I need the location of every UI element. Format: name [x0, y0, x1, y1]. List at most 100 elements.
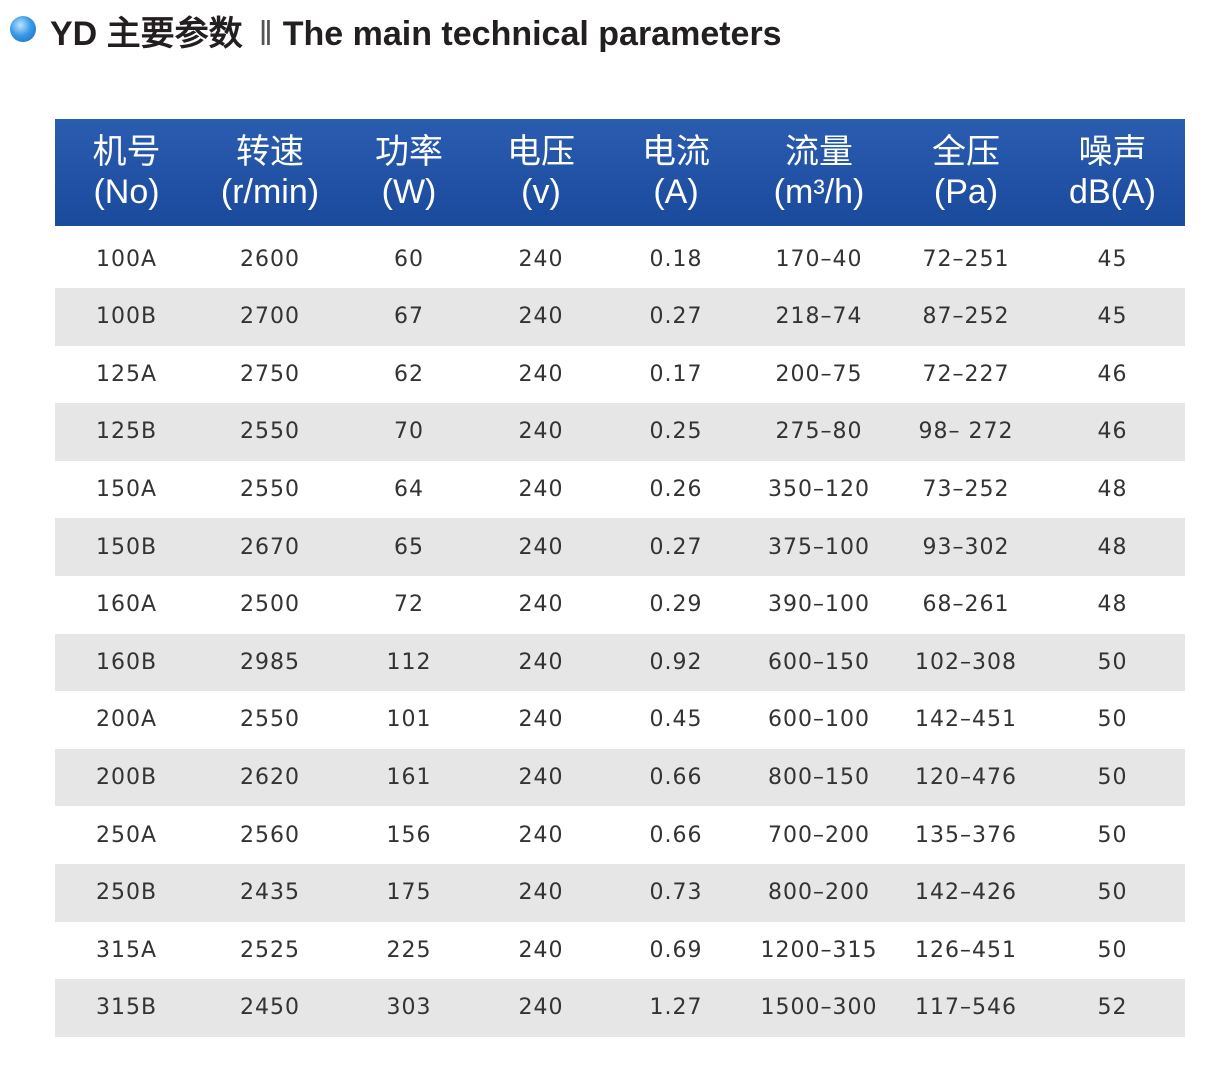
table-cell: 0.27: [649, 304, 703, 330]
column-header-en: (W): [381, 173, 437, 211]
table-cell: 700–200: [768, 822, 870, 848]
table-cell: 200B: [95, 765, 158, 791]
table-row: 125B 2550 70 240 0.25 275–80 98– 272 46: [55, 403, 1185, 461]
table-cell: 161: [386, 765, 432, 791]
table-cell: 350–120: [768, 477, 870, 503]
table-cell: 45: [1097, 304, 1128, 330]
table-cell: 2450: [240, 995, 300, 1021]
table-cell: 45: [1097, 246, 1128, 272]
table-row: 200B 2620 161 240 0.66 800–150 120–476 50: [55, 748, 1185, 807]
table-cell: 2700: [240, 304, 300, 330]
column-header: 噪声 dB(A): [1040, 119, 1185, 226]
table-cell: 0.25: [649, 419, 703, 445]
table-cell: 112: [386, 649, 432, 675]
table-cell: 48: [1097, 534, 1128, 560]
table-cell: 72–227: [922, 361, 1010, 387]
table-cell: 0.69: [649, 937, 703, 963]
table-cell: 150B: [95, 534, 158, 560]
table-cell: 142–426: [915, 880, 1017, 906]
table-cell: 48: [1097, 592, 1128, 618]
table-row: 250B 2435 175 240 0.73 800–200 142–426 50: [55, 864, 1185, 922]
table-cell: 303: [386, 995, 432, 1021]
table-row: 315B 2450 303 240 1.27 1500–300 117–546 52: [55, 979, 1185, 1037]
table-cell: 240: [518, 822, 564, 848]
column-header-en: (No): [93, 173, 160, 211]
column-header: 电流 (A): [606, 119, 746, 226]
table-cell: 170–40: [775, 246, 863, 272]
table-cell: 46: [1097, 361, 1128, 387]
title-en: The main technical parameters: [282, 15, 782, 53]
table-cell: 52: [1097, 995, 1128, 1021]
table-cell: 62: [394, 361, 424, 387]
table-cell: 0.66: [649, 765, 703, 791]
table-cell: 240: [518, 765, 564, 791]
table-cell: 225: [386, 937, 432, 963]
table-cell: 315A: [95, 937, 158, 963]
table-cell: 800–200: [768, 880, 870, 906]
column-header-en: (r/min): [220, 173, 320, 211]
table-cell: 240: [518, 419, 564, 445]
table-cell: 218–74: [775, 304, 863, 330]
table-cell: 125B: [95, 419, 158, 445]
table-cell: 60: [394, 246, 424, 272]
table-cell: 0.17: [649, 361, 703, 387]
table-cell: 72–251: [922, 246, 1010, 272]
table-cell: 101: [386, 707, 432, 733]
table-cell: 142–451: [915, 707, 1017, 733]
table-cell: 102–308: [915, 649, 1017, 675]
table-cell: 156: [386, 822, 432, 848]
column-header-zh: 流量: [785, 133, 853, 171]
table-cell: 2560: [240, 822, 300, 848]
table-row: 200A 2550 101 240 0.45 600–100 142–451 50: [55, 691, 1185, 749]
table-cell: 0.92: [649, 649, 703, 675]
table-cell: 2525: [240, 937, 300, 963]
table-cell: 200–75: [775, 361, 863, 387]
table-cell: 800–150: [768, 765, 870, 791]
table-cell: 2670: [240, 534, 300, 560]
table-cell: 64: [394, 477, 424, 503]
table-cell: 175: [386, 880, 432, 906]
table-cell: 240: [518, 880, 564, 906]
table-row: 125A 2750 62 240 0.17 200–75 72–227 46: [55, 346, 1185, 404]
table-row: 250A 2560 156 240 0.66 700–200 135–376 50: [55, 806, 1185, 864]
table-cell: 0.73: [649, 880, 703, 906]
column-header: 电压 (v): [476, 119, 606, 226]
column-header: 流量 (m³/h): [746, 119, 892, 226]
table-row: 160A 2500 72 240 0.29 390–100 68–261 48: [55, 576, 1185, 634]
table-cell: 2550: [240, 419, 300, 445]
table-cell: 93–302: [922, 534, 1010, 560]
table-row: 150A 2550 64 240 0.26 350–120 73–252 48: [55, 461, 1185, 519]
table-cell: 50: [1097, 937, 1128, 963]
table-cell: 73–252: [922, 477, 1010, 503]
table-row: 315A 2525 225 240 0.69 1200–315 126–451 50: [55, 922, 1185, 980]
table-cell: 87–252: [922, 304, 1010, 330]
table-cell: 375–100: [768, 534, 870, 560]
table-cell: 98– 272: [918, 419, 1014, 445]
column-header: 转速 (r/min): [198, 119, 342, 226]
table-cell: 68–261: [922, 592, 1010, 618]
table-cell: 600–150: [768, 649, 870, 675]
table-cell: 2435: [240, 880, 300, 906]
table-cell: 2985: [240, 649, 300, 675]
table-cell: 0.18: [649, 246, 703, 272]
column-header-en: (Pa): [933, 173, 999, 211]
table-cell: 48: [1097, 477, 1128, 503]
table-cell: 125A: [95, 361, 158, 387]
table-cell: 50: [1097, 822, 1128, 848]
table-cell: 250A: [95, 822, 158, 848]
table-cell: 1500–300: [760, 995, 878, 1021]
table-cell: 0.66: [649, 822, 703, 848]
column-header-zh: 转速: [236, 133, 304, 171]
table-cell: 2550: [240, 707, 300, 733]
table-cell: 240: [518, 246, 564, 272]
table-cell: 250B: [95, 880, 158, 906]
column-header-en: (v): [521, 173, 561, 211]
table-row: 100B 2700 67 240 0.27 218–74 87–252 45: [55, 288, 1185, 346]
table-row: 160B 2985 112 240 0.92 600–150 102–308 50: [55, 633, 1185, 692]
table-cell: 70: [394, 419, 424, 445]
table-cell: 275–80: [775, 419, 863, 445]
table-cell: 390–100: [768, 592, 870, 618]
table-cell: 135–376: [915, 822, 1017, 848]
table-cell: 240: [518, 477, 564, 503]
